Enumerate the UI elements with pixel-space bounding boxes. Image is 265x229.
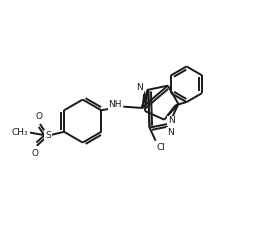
Text: NH: NH — [108, 100, 122, 109]
Text: CH₃: CH₃ — [11, 128, 28, 137]
Text: N: N — [167, 128, 174, 137]
Text: Cl: Cl — [157, 143, 166, 152]
Text: O: O — [32, 149, 39, 158]
Text: N: N — [168, 117, 175, 125]
Text: O: O — [35, 112, 42, 121]
Text: S: S — [45, 131, 51, 140]
Text: N: N — [136, 83, 143, 92]
Text: N: N — [137, 84, 144, 93]
